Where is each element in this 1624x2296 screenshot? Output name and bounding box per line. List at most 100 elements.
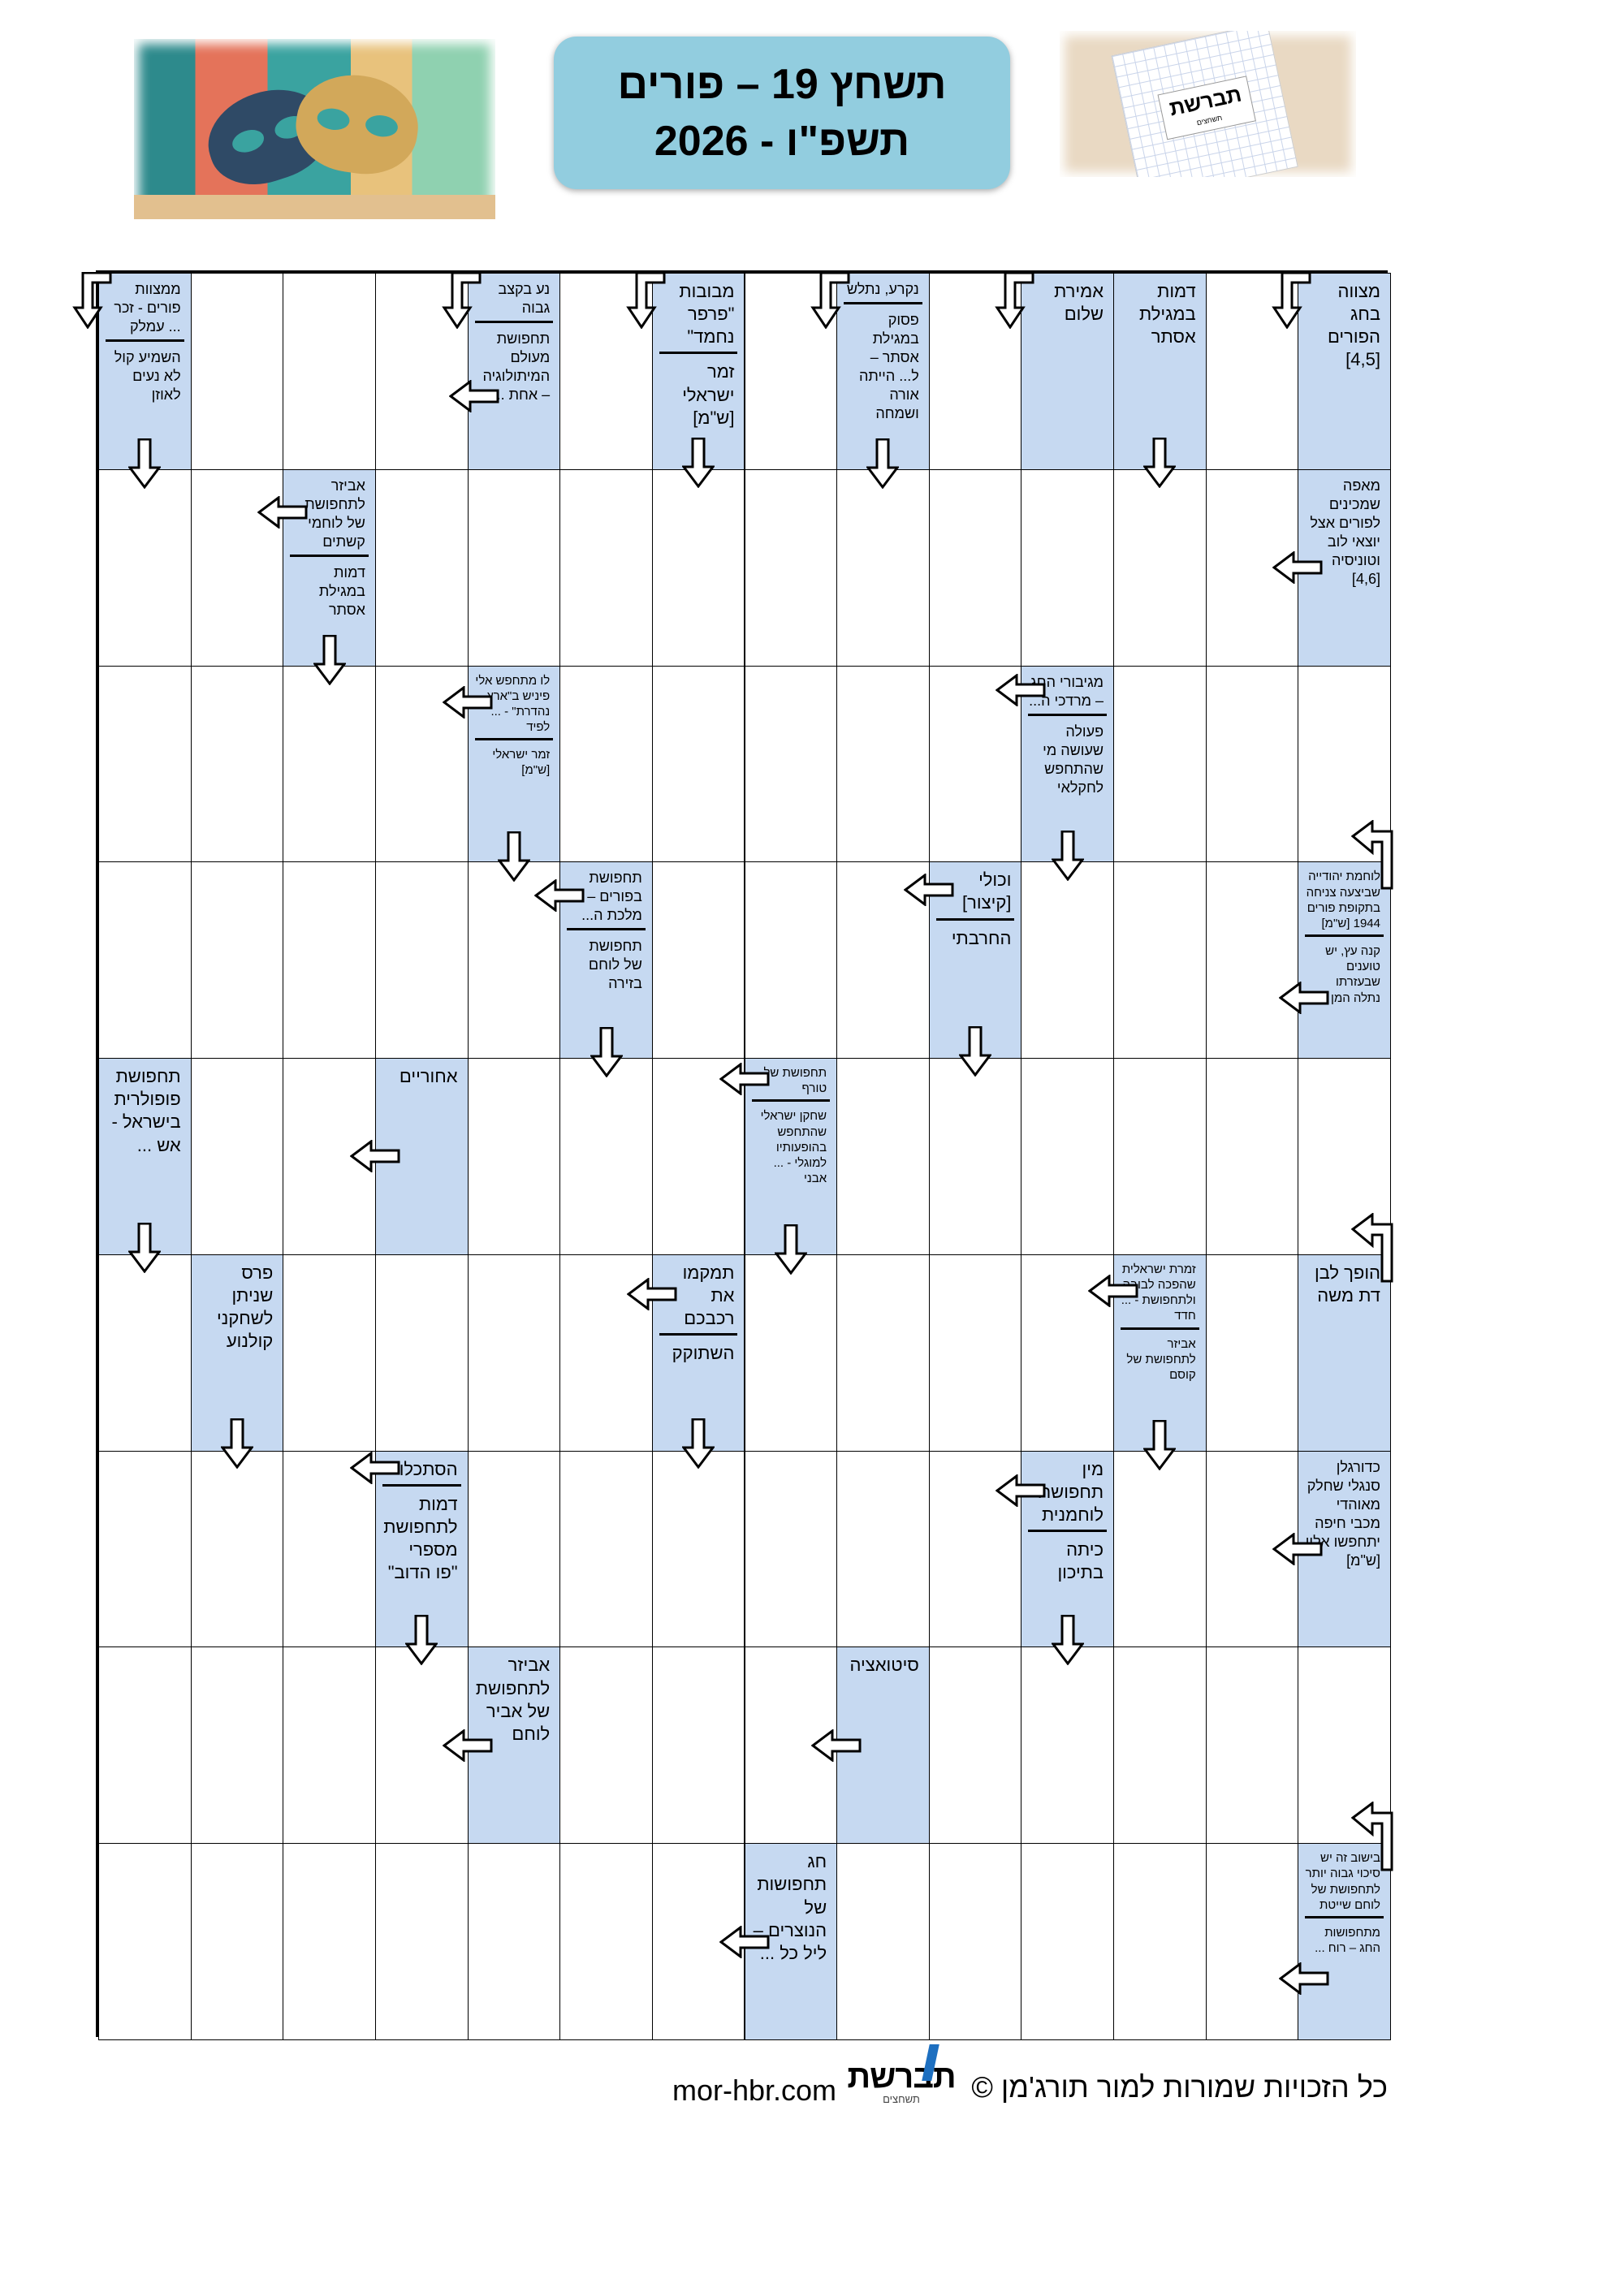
answer-cell[interactable] (1205, 1254, 1299, 1452)
answer-cell[interactable] (559, 1646, 653, 1845)
answer-cell[interactable] (1298, 1646, 1391, 1845)
answer-cell[interactable] (1113, 665, 1207, 863)
answer-cell[interactable] (1298, 665, 1391, 863)
answer-cell[interactable] (928, 1646, 1022, 1845)
answer-cell[interactable] (1205, 1646, 1299, 1845)
answer-cell[interactable] (374, 1254, 469, 1452)
clue-text: מתחפושות החג – רוח ... (1278, 1915, 1384, 2039)
arrow-left-icon (1278, 980, 1329, 1018)
answer-cell[interactable] (467, 1058, 561, 1255)
clue-cell: סיטואציה (810, 1646, 930, 1845)
answer-cell[interactable] (283, 861, 376, 1060)
arrow-elbow-down-icon (71, 271, 112, 334)
answer-cell[interactable] (190, 861, 284, 1060)
answer-cell[interactable] (559, 1450, 653, 1648)
answer-cell[interactable] (283, 273, 376, 470)
answer-cell[interactable] (559, 665, 653, 863)
answer-cell[interactable] (836, 1058, 930, 1255)
answer-cell[interactable] (928, 665, 1022, 863)
answer-cell[interactable] (374, 861, 469, 1060)
answer-cell[interactable] (1113, 1843, 1207, 2040)
clue-cell: נקרע, נתלש פסוק במגילת אסתר – ל... הייתה … (810, 271, 930, 490)
answer-cell[interactable] (744, 665, 838, 863)
answer-cell[interactable] (744, 861, 838, 1060)
clue-cell: מאפה שמכינים לפורים אצל יוצאי לוב וטוניס… (1272, 468, 1391, 667)
answer-cell[interactable] (651, 1058, 745, 1255)
answer-cell[interactable] (467, 1450, 561, 1648)
answer-cell[interactable] (651, 665, 745, 863)
answer-cell[interactable] (744, 1450, 838, 1648)
answer-cell[interactable] (467, 468, 561, 667)
answer-cell[interactable] (836, 1450, 930, 1648)
answer-cell[interactable] (928, 468, 1022, 667)
clue-text: לוחמת יהודייה שביצעה צניחה בתקופת פורים … (1298, 819, 1393, 934)
clue-text: תחפושת של טורף (719, 1059, 837, 1099)
answer-cell[interactable] (283, 1843, 376, 2040)
answer-cell[interactable] (98, 468, 192, 667)
answer-cell[interactable] (1113, 1058, 1207, 1255)
answer-cell[interactable] (283, 1646, 376, 1845)
answer-cell[interactable] (1205, 665, 1299, 863)
answer-cell[interactable] (1021, 1646, 1115, 1845)
answer-cell[interactable] (98, 1450, 192, 1648)
answer-cell[interactable] (190, 665, 284, 863)
arrow-down-icon (1142, 1419, 1177, 1474)
answer-cell[interactable] (1205, 1058, 1299, 1255)
clue-label: החרבתי (951, 927, 1012, 948)
clue-cell: תחפושת בפורים – מלכת ה... תחפושת של לוחם … (533, 861, 653, 1078)
answer-cell[interactable] (651, 861, 745, 1060)
answer-cell[interactable] (1113, 1646, 1207, 1845)
answer-cell[interactable] (374, 468, 469, 667)
answer-cell[interactable] (190, 273, 284, 470)
answer-cell[interactable] (1021, 1058, 1115, 1255)
answer-cell[interactable] (283, 1450, 376, 1648)
answer-cell[interactable] (651, 1450, 745, 1648)
answer-cell[interactable] (744, 1254, 838, 1452)
answer-cell[interactable] (98, 1254, 192, 1452)
arrow-left-icon (1087, 1274, 1138, 1311)
answer-cell[interactable] (928, 1843, 1022, 2040)
answer-cell[interactable] (1113, 468, 1207, 667)
answer-cell[interactable] (1021, 861, 1115, 1060)
answer-cell[interactable] (836, 665, 930, 863)
answer-cell[interactable] (559, 1843, 653, 2040)
answer-cell[interactable] (1021, 468, 1115, 667)
answer-cell[interactable] (1205, 861, 1299, 1060)
answer-cell[interactable] (98, 861, 192, 1060)
answer-cell[interactable] (928, 1058, 1022, 1255)
answer-cell[interactable] (283, 665, 376, 863)
answer-cell[interactable] (98, 1646, 192, 1845)
clue-text: השמיע קול לא נעים לאוזן (106, 339, 184, 490)
answer-cell[interactable] (374, 1843, 469, 2040)
answer-cell[interactable] (651, 468, 745, 667)
answer-cell[interactable] (283, 1254, 376, 1452)
arrow-elbow-up-left-icon (1350, 1211, 1393, 1288)
answer-cell[interactable] (1205, 1843, 1299, 2040)
answer-cell[interactable] (836, 1843, 930, 2040)
clue-label: אביזר לתחפושת של קוסם (1126, 1336, 1196, 1382)
clue-text: תחפושת מעולם המיתולוגיה – אחת ... (448, 321, 554, 469)
answer-cell[interactable] (559, 1058, 653, 1255)
answer-cell[interactable] (467, 1843, 561, 2040)
answer-cell[interactable] (744, 468, 838, 667)
answer-cell[interactable] (98, 1843, 192, 2040)
answer-cell[interactable] (836, 468, 930, 667)
answer-cell[interactable] (190, 1646, 284, 1845)
answer-cell[interactable] (836, 1254, 930, 1452)
arrow-down-icon (589, 1026, 624, 1082)
answer-cell[interactable] (1113, 1450, 1207, 1648)
clue-cell: דמות במגילת אסתר (1113, 273, 1207, 489)
answer-cell[interactable] (928, 1254, 1022, 1452)
answer-cell[interactable] (1113, 861, 1207, 1060)
answer-cell[interactable] (190, 1450, 284, 1648)
answer-cell[interactable] (467, 1254, 561, 1452)
website-link[interactable]: mor-hbr.com (672, 2074, 837, 2107)
answer-cell[interactable] (98, 665, 192, 863)
answer-cell[interactable] (559, 468, 653, 667)
answer-cell[interactable] (651, 1646, 745, 1845)
answer-cell[interactable] (190, 468, 284, 667)
answer-cell[interactable] (1021, 1843, 1115, 2040)
arrow-down-icon (1142, 437, 1177, 494)
answer-cell[interactable] (190, 1058, 284, 1255)
answer-cell[interactable] (190, 1843, 284, 2040)
